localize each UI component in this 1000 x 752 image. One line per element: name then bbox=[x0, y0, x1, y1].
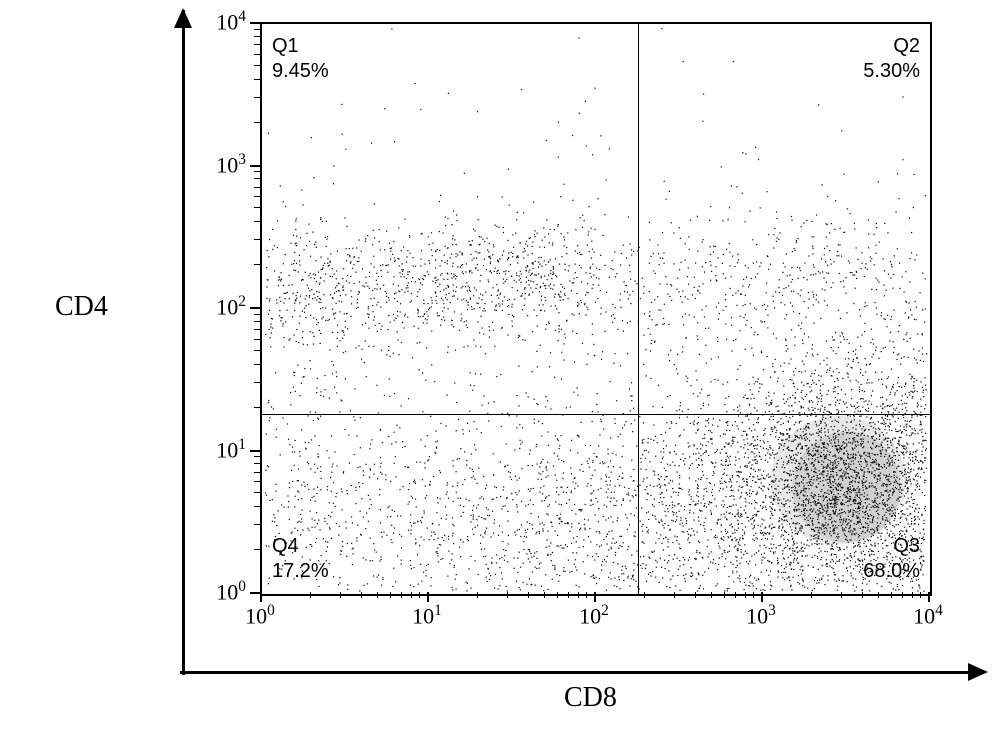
q4-label: Q4 17.2% bbox=[272, 534, 329, 584]
q1-label: Q1 9.45% bbox=[272, 34, 329, 84]
scatter-points bbox=[262, 24, 930, 594]
y-axis-title: CD4 bbox=[55, 291, 108, 323]
figure-container: Q1 9.45% Q2 5.30% Q3 68.0% Q4 17.2% 1001… bbox=[0, 0, 1000, 752]
q2-label: Q2 5.30% bbox=[863, 34, 920, 84]
x-arrow-head bbox=[968, 663, 988, 681]
quadrant-horizontal-gate bbox=[262, 414, 930, 415]
scatter-plot-area: Q1 9.45% Q2 5.30% Q3 68.0% Q4 17.2% bbox=[260, 22, 932, 596]
y-arrow-head bbox=[174, 8, 192, 28]
x-arrow-axis bbox=[180, 671, 970, 674]
quadrant-vertical-gate bbox=[638, 24, 639, 594]
x-axis-title: CD8 bbox=[564, 682, 617, 714]
y-arrow-axis bbox=[182, 10, 185, 675]
q3-label: Q3 68.0% bbox=[863, 534, 920, 584]
